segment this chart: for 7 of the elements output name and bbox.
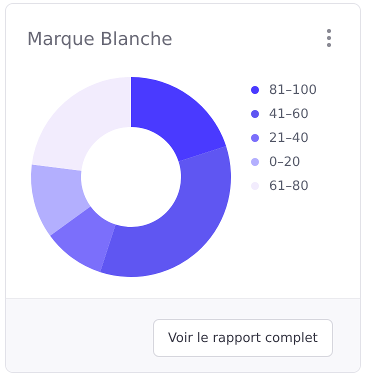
legend-label: 41–60: [269, 106, 309, 122]
legend-label: 61–80: [269, 178, 309, 194]
legend-label: 81–100: [269, 82, 317, 98]
chart-title: Marque Blanche: [27, 29, 172, 50]
legend-label: 21–40: [269, 130, 309, 146]
legend-label: 0–20: [269, 154, 300, 170]
text: Voir le rapport complet: [153, 319, 333, 357]
